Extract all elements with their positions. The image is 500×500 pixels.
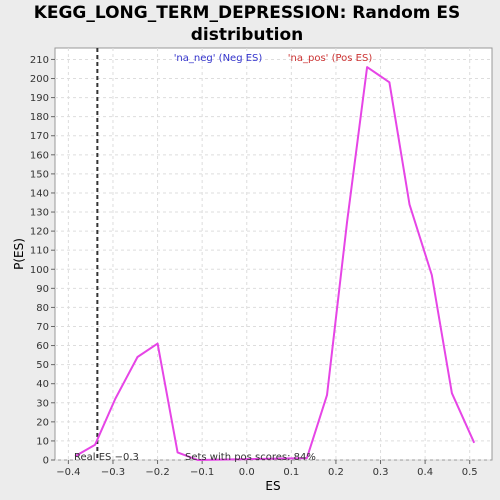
chart-title-line2: distribution xyxy=(191,25,303,45)
x-tick-label: 0.2 xyxy=(328,467,344,478)
y-tick-label: 100 xyxy=(30,265,49,276)
legend-neg: 'na_neg' (Neg ES) xyxy=(174,53,263,64)
y-tick-label: 200 xyxy=(30,74,49,85)
x-tick-label: −0.3 xyxy=(101,467,125,478)
y-tick-label: 170 xyxy=(30,131,49,142)
x-tick-label: −0.2 xyxy=(145,467,169,478)
y-axis-label: P(ES) xyxy=(12,238,26,270)
y-tick-label: 10 xyxy=(36,436,49,447)
es-distribution-line xyxy=(74,66,476,461)
legend-pos: 'na_pos' (Pos ES) xyxy=(288,53,373,64)
real-es-label: Real ES −0.3 xyxy=(74,452,139,463)
y-tick-label: 130 xyxy=(30,208,49,219)
y-tick-label: 80 xyxy=(36,303,49,314)
plot-area xyxy=(54,47,493,461)
y-tick-label: 90 xyxy=(36,284,49,295)
y-tick-label: 70 xyxy=(36,322,49,333)
y-tick-label: 180 xyxy=(30,112,49,123)
y-tick-label: 0 xyxy=(43,456,49,467)
y-tick-label: 210 xyxy=(30,55,49,66)
y-tick-label: 110 xyxy=(30,246,49,257)
y-tick-label: 120 xyxy=(30,227,49,238)
y-tick-label: 50 xyxy=(36,360,49,371)
x-axis-label: ES xyxy=(265,479,280,493)
x-tick-label: 0.1 xyxy=(283,467,299,478)
y-tick-label: 190 xyxy=(30,93,49,104)
x-axis-ticks: −0.4 −0.3 −0.2 −0.1 0.0 0.1 0.2 0.3 0.4 0.5 xyxy=(56,460,478,478)
pos-scores-annotation: Sets with pos scores: 84% xyxy=(185,452,316,463)
y-tick-label: 40 xyxy=(36,379,49,390)
y-axis-ticks: 0 10 20 30 40 50 60 70 80 90 100 110 120 130 140 150 160… xyxy=(30,55,55,467)
y-tick-label: 60 xyxy=(36,341,49,352)
x-tick-label: 0.3 xyxy=(373,467,389,478)
y-tick-label: 30 xyxy=(36,398,49,409)
grid-layer xyxy=(55,48,492,461)
x-tick-label: −0.1 xyxy=(190,467,214,478)
x-tick-label: 0.0 xyxy=(239,467,255,478)
y-tick-label: 150 xyxy=(30,169,49,180)
y-tick-label: 20 xyxy=(36,417,49,428)
y-tick-label: 140 xyxy=(30,188,49,199)
chart-title-line1: KEGG_LONG_TERM_DEPRESSION: Random ES xyxy=(34,3,461,23)
x-tick-label: 0.5 xyxy=(462,467,478,478)
y-tick-label: 160 xyxy=(30,150,49,161)
x-tick-label: 0.4 xyxy=(417,467,433,478)
x-tick-label: −0.4 xyxy=(56,467,80,478)
